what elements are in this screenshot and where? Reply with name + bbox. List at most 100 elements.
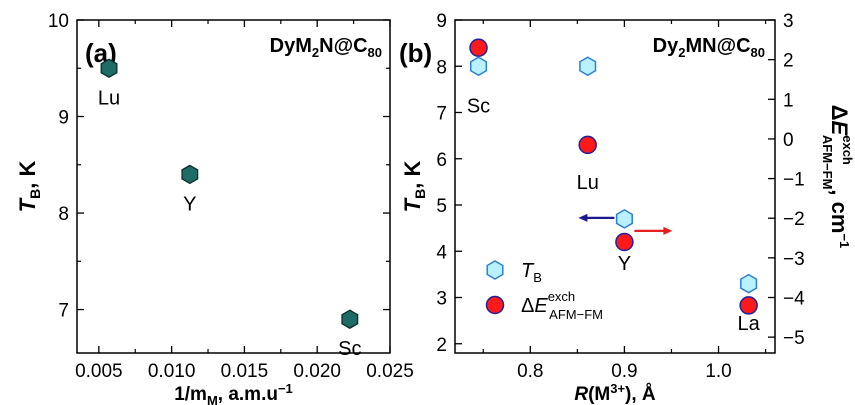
y-tick-label: 4 bbox=[436, 242, 447, 263]
y-tick-label: 7 bbox=[58, 301, 69, 322]
y2label-tail: , cm bbox=[827, 189, 852, 233]
exchange-energy-point bbox=[578, 135, 597, 155]
title-subscript: 80 bbox=[751, 45, 765, 60]
exchange-energy-point bbox=[739, 296, 758, 315]
y-tick-label: 2 bbox=[436, 335, 447, 356]
y-axis-label: TB, K bbox=[15, 161, 43, 213]
legend-marker-hexagon bbox=[486, 260, 504, 280]
ylabel-main: T bbox=[15, 197, 40, 212]
x-tick-label: 0.005 bbox=[75, 361, 123, 382]
x-tick-label: 0.025 bbox=[366, 361, 414, 382]
legend-superscript: exch bbox=[548, 289, 575, 304]
point-label: Y bbox=[618, 253, 631, 275]
xlabel-tail: (M bbox=[588, 384, 610, 405]
y-tick-label: 10 bbox=[48, 11, 69, 32]
ylabel-tail: , K bbox=[15, 161, 40, 189]
panel-title: Dy2MN@C80 bbox=[653, 35, 765, 60]
data-point bbox=[100, 58, 118, 79]
title-main: DyM bbox=[270, 35, 312, 57]
x-axis-label: 1/mM, a.m.u−1 bbox=[174, 381, 293, 405]
y2label-main: E bbox=[827, 121, 852, 137]
ylabel-main: T bbox=[400, 197, 425, 212]
ylabel-subscript: B bbox=[412, 189, 428, 199]
y-tick-label: 7 bbox=[436, 104, 447, 125]
y2label-subscript: AFM−FM bbox=[820, 135, 835, 190]
title-middle: N@C bbox=[319, 35, 367, 57]
legend-name: E bbox=[534, 295, 548, 317]
title-subscript: 80 bbox=[368, 45, 382, 60]
data-point bbox=[181, 164, 199, 185]
legend-subscript: B bbox=[533, 270, 542, 285]
plot-frame bbox=[454, 19, 776, 354]
point-label: Sc bbox=[338, 338, 361, 360]
blocking-temperature-point bbox=[469, 56, 488, 77]
x-tick-label: 0.015 bbox=[221, 361, 269, 382]
legend-label: ΔEexch AFM−FM bbox=[521, 289, 603, 322]
title-main: Dy bbox=[653, 35, 679, 57]
blocking-temperature-point bbox=[615, 209, 633, 229]
y2-tick-label: −4 bbox=[783, 289, 805, 310]
xlabel-superscript: 3+ bbox=[610, 381, 625, 396]
y-tick-label: 6 bbox=[436, 150, 447, 171]
x-axis-label: R(M3+), Å bbox=[574, 381, 656, 405]
exchange-energy-point bbox=[469, 38, 488, 57]
xlabel-superscript: −1 bbox=[278, 381, 293, 396]
panel-title: DyM2N@C80 bbox=[270, 35, 382, 60]
xlabel-tail: , a.m.u bbox=[218, 384, 278, 405]
x-tick-label: 1.0 bbox=[705, 361, 731, 382]
y2-tick-label: −1 bbox=[783, 170, 805, 191]
x-tick-label: 0.8 bbox=[517, 361, 543, 382]
y2label-superscript: exch bbox=[840, 135, 855, 165]
y2-axis-label: ΔEexch AFM−FM, cm−1 bbox=[820, 105, 855, 249]
left-arrowhead bbox=[578, 213, 588, 222]
legend-name: T bbox=[521, 260, 535, 282]
data-point bbox=[341, 309, 359, 329]
y2-tick-label: 3 bbox=[783, 11, 794, 32]
y2-tick-label: 0 bbox=[783, 130, 794, 151]
point-label: Sc bbox=[467, 96, 490, 118]
legend-delta: Δ bbox=[521, 295, 534, 317]
xlabel-end: ), Å bbox=[625, 384, 656, 405]
title-subscript: 2 bbox=[312, 45, 319, 60]
y-tick-label: 9 bbox=[436, 11, 447, 32]
x-tick-label: 0.020 bbox=[293, 361, 341, 382]
right-arrowhead bbox=[663, 226, 673, 235]
plot-frame bbox=[76, 19, 391, 354]
exchange-energy-point bbox=[615, 232, 634, 252]
y2-tick-label: 1 bbox=[783, 90, 794, 111]
y-axis-label: TB, K bbox=[400, 161, 428, 213]
title-subscript: 2 bbox=[678, 45, 685, 60]
legend-label: TB bbox=[521, 260, 542, 285]
xlabel-main: R bbox=[574, 384, 588, 405]
blocking-temperature-point bbox=[740, 273, 758, 294]
x-tick-label: 0.010 bbox=[148, 361, 196, 382]
y-tick-label: 9 bbox=[58, 108, 69, 129]
point-label: Y bbox=[183, 193, 196, 215]
y-tick-label: 3 bbox=[436, 289, 447, 310]
y2label-tail-superscript: −1 bbox=[837, 233, 852, 248]
ylabel-tail: , K bbox=[400, 161, 425, 189]
y2-tick-label: −2 bbox=[783, 209, 805, 230]
panel-label: (b) bbox=[399, 38, 432, 68]
y2-tick-label: −3 bbox=[783, 249, 805, 270]
y2label-delta: Δ bbox=[827, 105, 852, 121]
ylabel-subscript: B bbox=[27, 189, 43, 199]
blocking-temperature-point bbox=[579, 56, 597, 77]
y2-tick-label: 2 bbox=[783, 51, 794, 72]
y-tick-label: 8 bbox=[58, 204, 69, 225]
point-label: Lu bbox=[577, 172, 599, 194]
point-label: Lu bbox=[98, 87, 120, 109]
x-tick-label: 0.9 bbox=[611, 361, 637, 382]
y-tick-label: 8 bbox=[436, 57, 447, 78]
xlabel-main: 1/m bbox=[174, 384, 207, 405]
title-middle: MN@C bbox=[685, 35, 750, 57]
y2-tick-label: −5 bbox=[783, 328, 805, 349]
xlabel-subscript: M bbox=[207, 393, 218, 405]
legend-subscript: AFM−FM bbox=[549, 307, 603, 322]
point-label: La bbox=[738, 313, 761, 335]
y-tick-label: 5 bbox=[436, 196, 447, 217]
legend-marker-circle bbox=[485, 295, 505, 315]
